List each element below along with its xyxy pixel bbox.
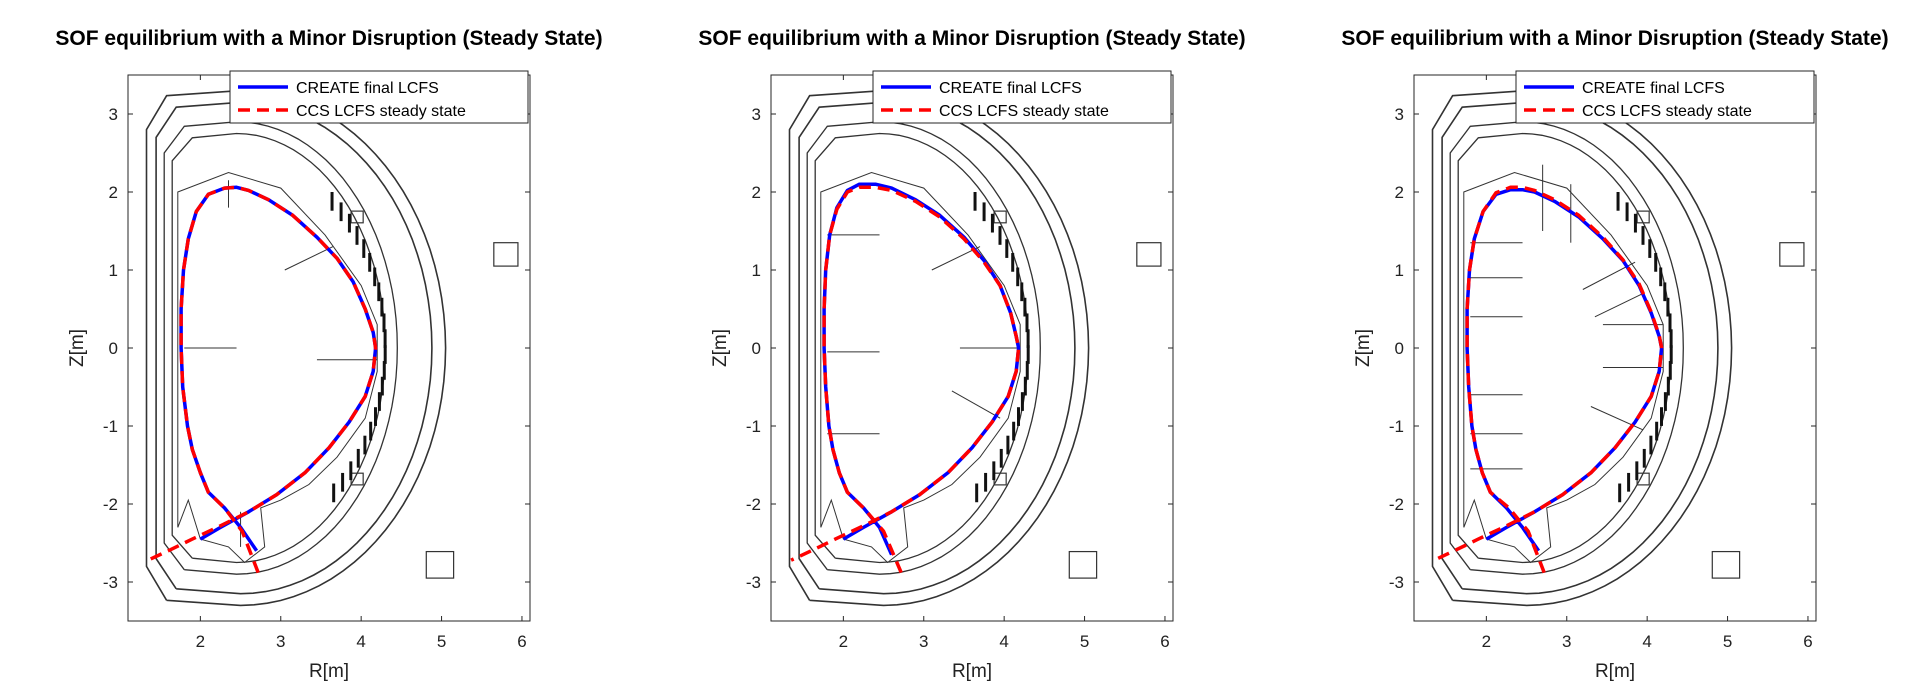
- x-tick-label: 2: [1482, 632, 1491, 651]
- x-tick-label: 4: [1642, 632, 1651, 651]
- first-wall: [177, 171, 378, 564]
- line-of-sight: [1594, 292, 1644, 318]
- vessel-drawing: [145, 86, 519, 607]
- vessel-shell: [163, 121, 398, 575]
- x-tick-label: 6: [1803, 632, 1812, 651]
- y-tick-label: 2: [752, 183, 761, 202]
- x-tick-label: 5: [1080, 632, 1089, 651]
- pf-coil: [993, 210, 1007, 224]
- pf-coil: [350, 210, 364, 224]
- first-wall: [1463, 171, 1664, 564]
- y-tick-label: 2: [1395, 183, 1404, 202]
- vessel-shell: [1449, 121, 1684, 575]
- vessel-drawing: [788, 86, 1162, 607]
- x-tick-label: 3: [919, 632, 928, 651]
- x-tick-label: 4: [356, 632, 365, 651]
- x-tick-label: 2: [196, 632, 205, 651]
- y-tick-label: -3: [1389, 573, 1404, 592]
- y-tick-label: 3: [109, 105, 118, 124]
- line-of-sight: [951, 390, 1001, 419]
- x-tick-label: 3: [276, 632, 285, 651]
- x-tick-label: 4: [999, 632, 1008, 651]
- y-tick-label: -3: [746, 573, 761, 592]
- series-create-lcfs: [179, 185, 378, 552]
- y-axis-label: Z[m]: [1353, 329, 1374, 367]
- y-tick-label: 1: [1395, 261, 1404, 280]
- y-tick-label: 3: [752, 105, 761, 124]
- legend-entry: CCS LCFS steady state: [1582, 103, 1752, 120]
- y-tick-label: -2: [746, 495, 761, 514]
- pf-coil: [1779, 242, 1805, 267]
- pf-coil: [1636, 472, 1650, 486]
- pf-coil: [1136, 242, 1162, 267]
- y-tick-label: -3: [103, 573, 118, 592]
- chart-title: SOF equilibrium with a Minor Disruption …: [55, 27, 602, 50]
- legend-entry: CCS LCFS steady state: [939, 103, 1109, 120]
- x-tick-label: 2: [839, 632, 848, 651]
- pf-coil: [1068, 550, 1098, 579]
- vessel-shell: [1441, 101, 1719, 595]
- line-of-sight: [284, 246, 334, 271]
- chart-panel-1: SOF equilibrium with a Minor Disruption …: [0, 0, 643, 691]
- vessel-shell: [788, 89, 1090, 607]
- x-tick-label: 3: [1562, 632, 1571, 651]
- y-tick-label: -2: [1389, 495, 1404, 514]
- y-axis-label: Z[m]: [710, 329, 731, 367]
- pf-coil: [993, 472, 1007, 486]
- series-ccs-lcfs: [1433, 185, 1664, 574]
- legend-box: [1515, 70, 1815, 124]
- series-create-lcfs: [1465, 187, 1664, 552]
- pf-coil: [350, 472, 364, 486]
- vessel-shell: [1457, 132, 1672, 564]
- y-tick-label: -1: [103, 417, 118, 436]
- vessel-drawing: [1431, 86, 1805, 607]
- y-tick-label: -1: [1389, 417, 1404, 436]
- legend-entry: CREATE final LCFS: [1582, 80, 1725, 97]
- legend-box: [872, 70, 1172, 124]
- x-axis-label: R[m]: [309, 661, 349, 682]
- y-tick-label: 3: [1395, 105, 1404, 124]
- y-tick-label: 0: [1395, 339, 1404, 358]
- legend-entry: CREATE final LCFS: [296, 80, 439, 97]
- legend-entry: CREATE final LCFS: [939, 80, 1082, 97]
- vessel-shell: [806, 121, 1041, 575]
- y-axis-label: Z[m]: [67, 329, 88, 367]
- chart-panel-2: SOF equilibrium with a Minor Disruption …: [643, 0, 1286, 691]
- line-of-sight: [1590, 406, 1644, 431]
- chart-svg: SOF equilibrium with a Minor Disruption …: [1341, 27, 1888, 682]
- series-create-lcfs: [822, 182, 1021, 556]
- x-tick-label: 6: [517, 632, 526, 651]
- x-tick-label: 6: [1160, 632, 1169, 651]
- x-tick-label: 5: [1723, 632, 1732, 651]
- series-ccs-lcfs: [790, 185, 1021, 574]
- vessel-shell: [1431, 89, 1733, 607]
- chart-title: SOF equilibrium with a Minor Disruption …: [1341, 27, 1888, 50]
- x-axis-label: R[m]: [1595, 661, 1635, 682]
- y-tick-label: 0: [752, 339, 761, 358]
- y-tick-label: -1: [746, 417, 761, 436]
- pf-coil: [1711, 550, 1741, 579]
- pf-coil: [425, 550, 455, 579]
- y-tick-label: 2: [109, 183, 118, 202]
- y-tick-label: -2: [103, 495, 118, 514]
- y-tick-label: 0: [109, 339, 118, 358]
- x-axis-label: R[m]: [952, 661, 992, 682]
- chart-panel-3: SOF equilibrium with a Minor Disruption …: [1286, 0, 1929, 691]
- pf-coil: [493, 242, 519, 267]
- series-ccs-lcfs: [147, 185, 378, 574]
- legend-box: [229, 70, 529, 124]
- pf-coil: [1636, 210, 1650, 224]
- vessel-shell: [798, 101, 1076, 595]
- y-tick-label: 1: [752, 261, 761, 280]
- x-tick-label: 5: [437, 632, 446, 651]
- legend-entry: CCS LCFS steady state: [296, 103, 466, 120]
- chart-svg: SOF equilibrium with a Minor Disruption …: [55, 27, 602, 682]
- chart-svg: SOF equilibrium with a Minor Disruption …: [698, 27, 1245, 682]
- y-tick-label: 1: [109, 261, 118, 280]
- chart-title: SOF equilibrium with a Minor Disruption …: [698, 27, 1245, 50]
- first-wall: [820, 171, 1021, 564]
